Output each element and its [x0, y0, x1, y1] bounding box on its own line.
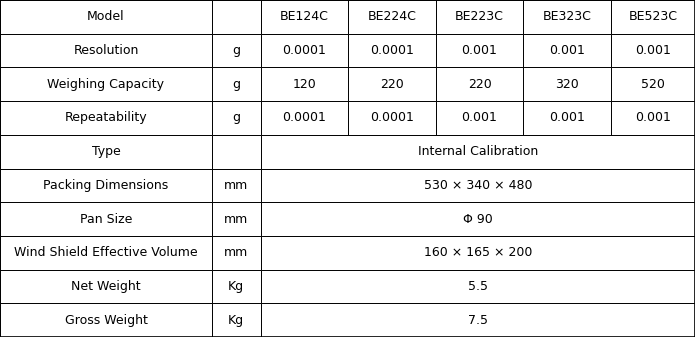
Bar — [0, 202, 212, 236]
Bar — [261, 202, 695, 236]
Text: 530 × 340 × 480: 530 × 340 × 480 — [423, 179, 532, 192]
Text: BE323C: BE323C — [543, 10, 591, 23]
Bar — [212, 236, 261, 270]
Bar — [261, 101, 348, 135]
Text: 0.0001: 0.0001 — [370, 44, 414, 57]
Text: 0.0001: 0.0001 — [282, 112, 327, 124]
Bar — [523, 34, 611, 67]
Bar — [261, 270, 695, 303]
Text: Resolution: Resolution — [73, 44, 139, 57]
Bar — [0, 270, 212, 303]
Text: g: g — [232, 78, 240, 91]
Text: 160 × 165 × 200: 160 × 165 × 200 — [424, 246, 532, 259]
Text: BE124C: BE124C — [280, 10, 329, 23]
Text: 0.001: 0.001 — [635, 44, 671, 57]
Text: mm: mm — [224, 246, 248, 259]
Text: 7.5: 7.5 — [468, 314, 488, 327]
Text: 0.001: 0.001 — [461, 112, 498, 124]
Text: BE224C: BE224C — [368, 10, 416, 23]
Bar — [0, 236, 212, 270]
Text: 0.0001: 0.0001 — [282, 44, 327, 57]
Text: mm: mm — [224, 213, 248, 225]
Text: g: g — [232, 112, 240, 124]
Bar — [348, 101, 436, 135]
Bar — [523, 67, 611, 101]
Text: mm: mm — [224, 179, 248, 192]
Bar — [261, 135, 695, 168]
Text: BE223C: BE223C — [455, 10, 504, 23]
Text: 5.5: 5.5 — [468, 280, 488, 293]
Bar — [611, 67, 695, 101]
Bar — [261, 236, 695, 270]
Bar — [0, 67, 212, 101]
Bar — [212, 202, 261, 236]
Text: 220: 220 — [380, 78, 404, 91]
Bar — [212, 101, 261, 135]
Text: 0.0001: 0.0001 — [370, 112, 414, 124]
Bar — [0, 0, 212, 34]
Bar — [261, 67, 348, 101]
Bar — [611, 101, 695, 135]
Bar — [348, 67, 436, 101]
Bar — [0, 168, 212, 202]
Bar — [261, 303, 695, 337]
Bar — [212, 0, 261, 34]
Text: 120: 120 — [293, 78, 316, 91]
Bar — [0, 135, 212, 168]
Bar — [0, 101, 212, 135]
Bar — [212, 168, 261, 202]
Text: 320: 320 — [555, 78, 579, 91]
Bar — [348, 0, 436, 34]
Bar — [212, 67, 261, 101]
Bar — [212, 135, 261, 168]
Text: 0.001: 0.001 — [635, 112, 671, 124]
Bar — [348, 34, 436, 67]
Bar — [212, 303, 261, 337]
Bar — [523, 0, 611, 34]
Bar — [0, 303, 212, 337]
Text: Repeatability: Repeatability — [65, 112, 147, 124]
Text: Net Weight: Net Weight — [71, 280, 141, 293]
Text: 0.001: 0.001 — [461, 44, 498, 57]
Bar — [212, 34, 261, 67]
Text: Packing Dimensions: Packing Dimensions — [43, 179, 169, 192]
Text: Type: Type — [92, 145, 120, 158]
Text: 520: 520 — [641, 78, 665, 91]
Text: 0.001: 0.001 — [549, 112, 585, 124]
Bar — [611, 0, 695, 34]
Text: Wind Shield Effective Volume: Wind Shield Effective Volume — [14, 246, 198, 259]
Bar — [212, 270, 261, 303]
Bar — [261, 168, 695, 202]
Text: Pan Size: Pan Size — [80, 213, 132, 225]
Text: Kg: Kg — [228, 314, 245, 327]
Bar — [436, 101, 523, 135]
Bar — [436, 67, 523, 101]
Text: Gross Weight: Gross Weight — [65, 314, 147, 327]
Text: Kg: Kg — [228, 280, 245, 293]
Bar — [611, 34, 695, 67]
Text: g: g — [232, 44, 240, 57]
Bar — [523, 101, 611, 135]
Text: 220: 220 — [468, 78, 491, 91]
Text: 0.001: 0.001 — [549, 44, 585, 57]
Bar — [261, 34, 348, 67]
Text: Weighing Capacity: Weighing Capacity — [47, 78, 165, 91]
Text: Φ 90: Φ 90 — [463, 213, 493, 225]
Bar — [436, 34, 523, 67]
Text: BE523C: BE523C — [628, 10, 678, 23]
Text: Model: Model — [87, 10, 125, 23]
Text: Internal Calibration: Internal Calibration — [418, 145, 538, 158]
Bar — [436, 0, 523, 34]
Bar — [261, 0, 348, 34]
Bar — [0, 34, 212, 67]
